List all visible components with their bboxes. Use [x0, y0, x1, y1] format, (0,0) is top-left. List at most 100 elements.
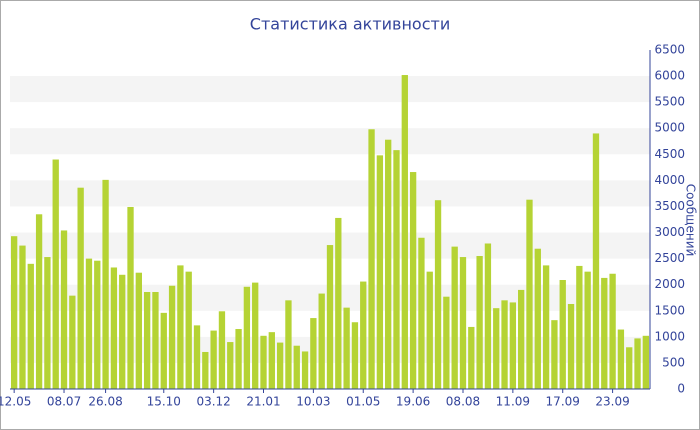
bar — [509, 302, 517, 389]
y-tick-label: 3000 — [654, 225, 685, 239]
bar — [626, 347, 633, 389]
bar — [160, 312, 167, 389]
bar — [44, 257, 51, 389]
bar — [85, 258, 93, 389]
bar — [526, 199, 533, 389]
y-tick-label: 1000 — [654, 329, 685, 343]
bar — [218, 311, 226, 389]
bar — [501, 300, 508, 389]
bar — [567, 303, 575, 389]
bar — [542, 265, 550, 389]
bar — [451, 246, 458, 389]
y-tick-label: 0 — [677, 382, 685, 396]
bar — [385, 139, 392, 389]
bar — [434, 200, 442, 389]
bar — [609, 273, 616, 389]
y-tick-label: 3500 — [654, 199, 685, 213]
x-tick-label: 10.03 — [296, 395, 330, 409]
bar — [493, 308, 500, 389]
bar — [127, 206, 134, 389]
bar — [310, 318, 317, 389]
y-axis-title: Сообщений — [684, 184, 698, 257]
y-tick-label: 4500 — [654, 147, 685, 161]
bar — [168, 285, 176, 389]
bar — [102, 179, 109, 389]
bar — [601, 277, 608, 389]
bar — [335, 217, 342, 389]
bar — [343, 307, 350, 389]
bar — [210, 330, 217, 389]
y-tick-label: 500 — [662, 355, 685, 369]
bar — [376, 155, 384, 389]
bar — [252, 282, 259, 389]
x-tick-label: 12.05 — [0, 395, 31, 409]
bar — [468, 326, 475, 389]
bar — [393, 150, 400, 389]
bar — [409, 172, 417, 389]
bar — [94, 260, 101, 389]
bar — [326, 245, 334, 389]
bar — [276, 342, 284, 389]
y-tick-label: 2000 — [654, 277, 685, 291]
x-tick-label: 15.10 — [147, 395, 181, 409]
bar — [459, 257, 467, 389]
bar — [426, 271, 433, 389]
bar — [584, 271, 591, 389]
bar — [360, 281, 367, 389]
bar — [634, 338, 641, 389]
bar — [260, 335, 267, 389]
y-tick-label: 2500 — [654, 251, 685, 265]
grid-band — [10, 180, 650, 207]
bar — [534, 248, 541, 389]
bar — [518, 289, 525, 389]
bar — [152, 291, 159, 389]
x-tick-label: 19.06 — [396, 395, 430, 409]
bar — [69, 295, 76, 389]
bar — [135, 272, 142, 389]
bar — [559, 279, 566, 389]
bar — [143, 291, 151, 389]
bar — [484, 243, 492, 389]
x-tick-label: 21.01 — [246, 395, 280, 409]
bar — [642, 335, 650, 389]
x-tick-label: 01.05 — [346, 395, 380, 409]
x-tick-label: 08.08 — [446, 395, 480, 409]
x-tick-label: 08.07 — [47, 395, 81, 409]
bar — [227, 342, 234, 389]
bar — [243, 286, 251, 389]
bar — [19, 245, 26, 389]
bar — [110, 267, 118, 389]
bar — [285, 300, 292, 389]
y-tick-label: 5500 — [654, 95, 685, 109]
bar — [293, 345, 300, 389]
grid-band — [10, 76, 650, 103]
bar — [35, 214, 43, 389]
bar — [476, 256, 483, 389]
x-tick-label: 03.12 — [196, 395, 230, 409]
chart-title: Статистика активности — [250, 15, 450, 34]
bar — [576, 265, 583, 389]
y-tick-label: 1500 — [654, 303, 685, 317]
x-tick-label: 26.08 — [88, 395, 122, 409]
bar — [193, 325, 201, 389]
bar — [177, 265, 184, 389]
y-tick-label: 4000 — [654, 173, 685, 187]
x-tick-label: 17.09 — [546, 395, 580, 409]
bar — [77, 187, 84, 389]
bar — [185, 271, 192, 389]
y-tick-label: 6500 — [654, 43, 685, 57]
grid-band — [10, 128, 650, 155]
bar — [351, 322, 359, 389]
bar — [301, 351, 309, 389]
bar — [27, 263, 34, 389]
bar — [52, 159, 59, 389]
bar — [119, 274, 126, 389]
bar — [202, 351, 209, 389]
bar — [592, 133, 600, 389]
bar — [235, 329, 242, 389]
bar — [10, 236, 18, 389]
y-tick-label: 6000 — [654, 69, 685, 83]
bar — [551, 320, 558, 389]
bar — [268, 332, 275, 389]
